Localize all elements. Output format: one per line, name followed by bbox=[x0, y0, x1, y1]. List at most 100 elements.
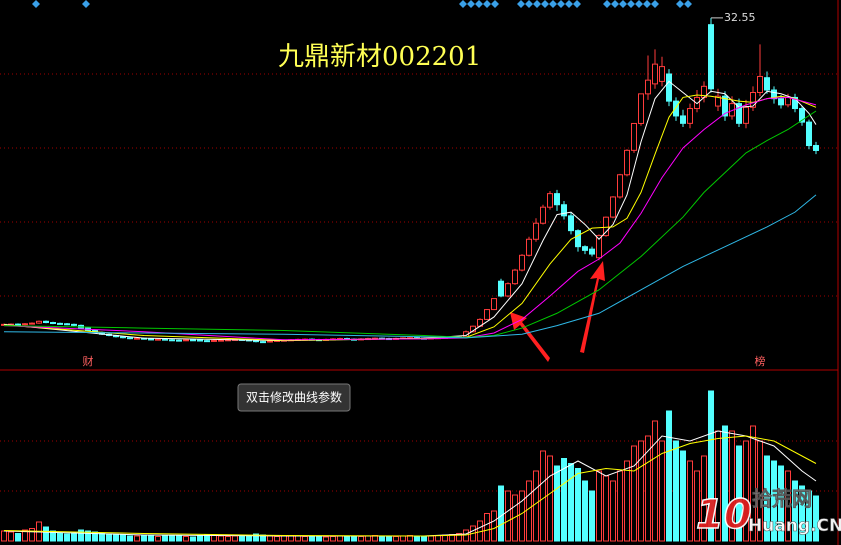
volume-bar bbox=[533, 470, 539, 542]
volume-bar bbox=[400, 535, 406, 542]
volume-bar bbox=[127, 535, 133, 542]
volume-bar bbox=[246, 535, 252, 542]
event-icon bbox=[549, 0, 557, 8]
candle-body bbox=[29, 322, 35, 325]
volume-bar bbox=[8, 531, 14, 542]
candle-body bbox=[659, 66, 665, 82]
volume-bar bbox=[729, 430, 735, 542]
event-icon bbox=[525, 0, 533, 8]
candle-body bbox=[575, 230, 581, 248]
arrows bbox=[510, 261, 605, 362]
volume-bar bbox=[456, 533, 462, 542]
candle-body bbox=[757, 75, 763, 93]
event-icon bbox=[635, 0, 643, 8]
watermark-name: 拾荒网 bbox=[752, 487, 812, 511]
event-marker: 财 bbox=[83, 354, 94, 368]
volume-bar bbox=[428, 535, 434, 542]
event-icon bbox=[32, 0, 40, 8]
candle-body bbox=[512, 269, 518, 285]
event-icon bbox=[541, 0, 549, 8]
volume-bar bbox=[806, 490, 812, 542]
candle-body bbox=[127, 337, 133, 340]
event-icon bbox=[459, 0, 467, 8]
candle-body bbox=[526, 238, 532, 256]
event-icon bbox=[483, 0, 491, 8]
candle-body bbox=[687, 108, 693, 124]
event-icon bbox=[517, 0, 525, 8]
candle-body bbox=[533, 222, 539, 240]
candle-body bbox=[680, 115, 686, 124]
event-icon bbox=[82, 0, 90, 8]
candle-body bbox=[610, 196, 616, 218]
volume-bar bbox=[309, 535, 315, 542]
volume-bar bbox=[183, 536, 189, 542]
volume-bar bbox=[330, 536, 336, 542]
arrow bbox=[510, 312, 550, 362]
volume-bar bbox=[50, 530, 56, 542]
event-icon bbox=[619, 0, 627, 8]
event-icon bbox=[475, 0, 483, 8]
candle-body bbox=[596, 235, 602, 259]
candle-body bbox=[71, 323, 77, 326]
volume-bar bbox=[778, 465, 784, 542]
volume-bar bbox=[78, 529, 84, 542]
candle-body bbox=[624, 149, 630, 176]
candle-body bbox=[22, 323, 28, 326]
event-icon bbox=[573, 0, 581, 8]
volume-bar bbox=[29, 528, 35, 542]
volume-bar bbox=[722, 425, 728, 542]
volume-bar bbox=[512, 494, 518, 542]
volume-bar bbox=[736, 445, 742, 542]
volume-bar bbox=[750, 425, 756, 542]
arrow bbox=[580, 261, 605, 353]
volume-bar bbox=[365, 535, 371, 542]
candle-body bbox=[645, 79, 651, 95]
volume-bar bbox=[505, 490, 511, 542]
candle-body bbox=[764, 77, 770, 91]
volume-bar bbox=[659, 440, 665, 542]
event-marker: 榜 bbox=[755, 354, 766, 368]
moving-average-line bbox=[3, 80, 817, 342]
candle-body bbox=[519, 254, 525, 271]
event-icon bbox=[643, 0, 651, 8]
candle-body bbox=[792, 96, 798, 110]
candle-body bbox=[540, 206, 546, 224]
volume-bar bbox=[162, 535, 168, 542]
volume-bar bbox=[267, 535, 273, 542]
tooltip-text: 双击修改曲线参数 bbox=[246, 390, 342, 405]
candle-body bbox=[260, 341, 266, 344]
volume-bar bbox=[85, 530, 91, 542]
candle-body bbox=[813, 145, 819, 151]
volume-bar bbox=[155, 536, 161, 542]
volume-bar bbox=[113, 534, 119, 542]
volume-bar bbox=[421, 536, 427, 542]
volume-bar bbox=[519, 490, 525, 542]
volume-bar bbox=[568, 463, 574, 542]
candle-body bbox=[155, 338, 161, 341]
candle-body bbox=[267, 340, 273, 343]
volume-bar bbox=[498, 485, 504, 542]
volume-bar bbox=[526, 480, 532, 542]
candle-body bbox=[617, 174, 623, 198]
volume-bar bbox=[141, 534, 147, 542]
volume-bar bbox=[190, 536, 196, 542]
candle-body bbox=[57, 322, 63, 325]
chart-title: 九鼎新材002201 bbox=[278, 42, 481, 72]
candle-body bbox=[722, 95, 728, 117]
volume-bar bbox=[484, 513, 490, 542]
candle-body bbox=[785, 96, 791, 106]
volume-bar bbox=[414, 535, 420, 542]
volume-bar bbox=[15, 533, 21, 542]
volume-bar bbox=[582, 480, 588, 542]
candle-body bbox=[491, 298, 497, 311]
candle-body bbox=[176, 339, 182, 342]
candle-body bbox=[197, 339, 203, 342]
candle-body bbox=[134, 337, 140, 340]
price-panel: 财 榜 32.55 bbox=[0, 11, 838, 368]
event-icon bbox=[627, 0, 635, 8]
candle-body bbox=[43, 320, 49, 324]
event-icons bbox=[32, 0, 692, 8]
candle-body bbox=[708, 24, 714, 90]
volume-bar bbox=[148, 535, 154, 542]
